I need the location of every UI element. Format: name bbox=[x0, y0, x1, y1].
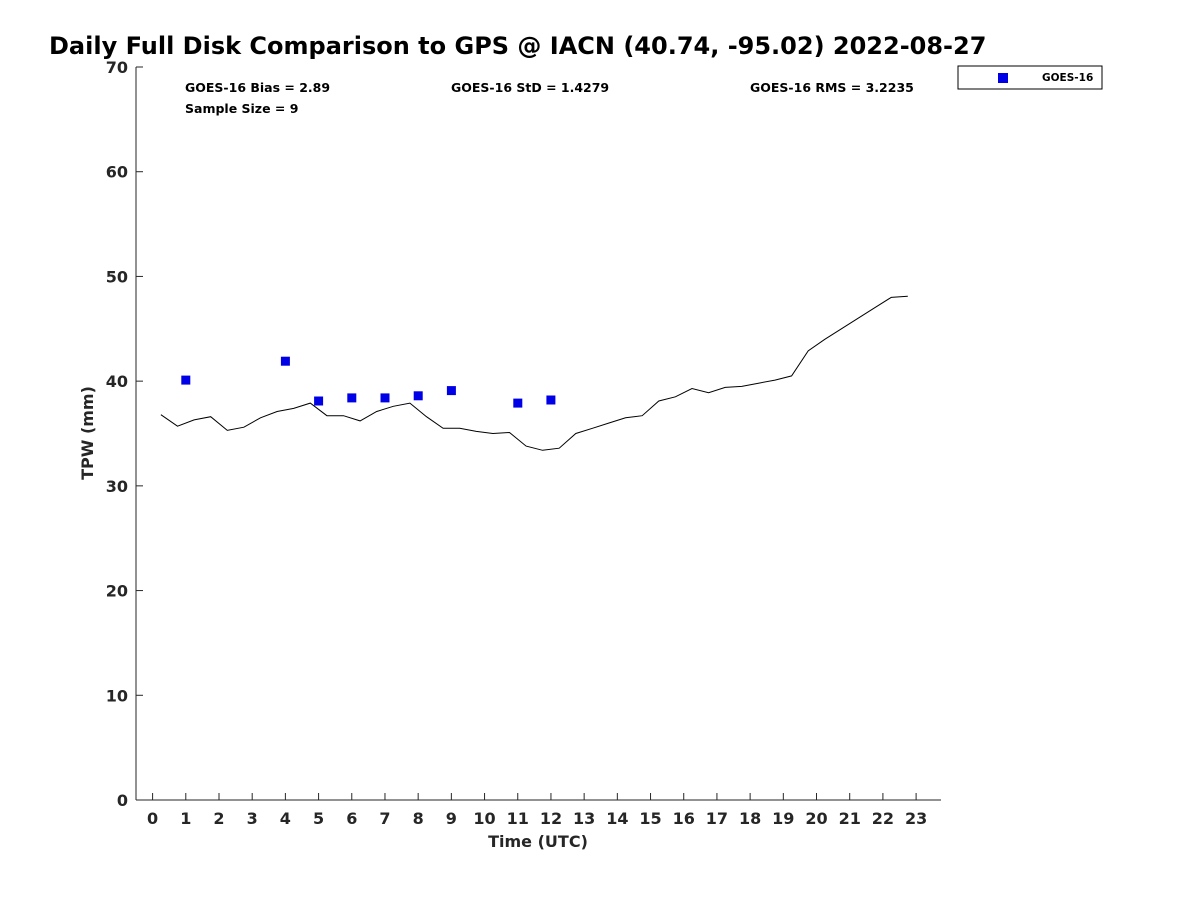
goes-16-point bbox=[347, 393, 357, 403]
x-tick-label: 19 bbox=[772, 809, 794, 828]
y-tick-label: 30 bbox=[106, 477, 128, 496]
y-axis-label: TPW (mm) bbox=[78, 386, 97, 480]
x-tick-label: 21 bbox=[839, 809, 861, 828]
x-tick-label: 13 bbox=[573, 809, 595, 828]
y-tick-label: 10 bbox=[106, 686, 128, 705]
plot-area bbox=[160, 295, 908, 451]
goes-16-point bbox=[446, 386, 456, 396]
x-tick-label: 14 bbox=[606, 809, 628, 828]
rms-stat: GOES-16 RMS = 3.2235 bbox=[750, 80, 914, 95]
x-tick-label: 2 bbox=[213, 809, 224, 828]
y-tick-label: 20 bbox=[106, 582, 128, 601]
x-tick-label: 20 bbox=[805, 809, 827, 828]
x-axis-label: Time (UTC) bbox=[488, 832, 588, 851]
x-tick-label: 16 bbox=[673, 809, 695, 828]
legend: GOES-16 bbox=[957, 65, 1103, 90]
bias-stat: GOES-16 Bias = 2.89 bbox=[185, 80, 330, 95]
x-tick-label: 1 bbox=[180, 809, 191, 828]
std-stat: GOES-16 StD = 1.4279 bbox=[451, 80, 609, 95]
x-tick-label: 10 bbox=[473, 809, 495, 828]
x-tick-label: 23 bbox=[905, 809, 927, 828]
x-tick-label: 9 bbox=[446, 809, 457, 828]
goes-16-point bbox=[181, 375, 191, 385]
goes-16-points bbox=[181, 356, 556, 408]
goes-16-point bbox=[280, 356, 290, 366]
legend-marker-goes-16 bbox=[998, 73, 1008, 83]
y-tick-label: 60 bbox=[106, 163, 128, 182]
x-ticks: 0 1 2 3 4 5 6 7 8 9 10 11 12 13 14 15 16 17 18 19 20 21 22 23 bbox=[147, 793, 927, 828]
legend-box bbox=[957, 65, 1103, 90]
y-tick-label: 40 bbox=[106, 372, 128, 391]
x-tick-label: 12 bbox=[540, 809, 562, 828]
goes-16-point bbox=[546, 395, 556, 405]
x-tick-label: 15 bbox=[639, 809, 661, 828]
gps-reference-line bbox=[160, 295, 908, 451]
x-tick-label: 0 bbox=[147, 809, 158, 828]
x-tick-label: 3 bbox=[247, 809, 258, 828]
y-tick-label: 0 bbox=[117, 791, 128, 810]
y-ticks: 0 10 20 30 40 50 60 70 bbox=[106, 58, 143, 810]
x-tick-label: 7 bbox=[379, 809, 390, 828]
goes-16-point bbox=[413, 391, 423, 401]
sample-size-stat: Sample Size = 9 bbox=[185, 101, 298, 116]
x-tick-label: 8 bbox=[413, 809, 424, 828]
x-tick-label: 5 bbox=[313, 809, 324, 828]
goes-16-point bbox=[380, 393, 390, 403]
x-tick-label: 6 bbox=[346, 809, 357, 828]
x-tick-label: 22 bbox=[872, 809, 894, 828]
y-tick-label: 70 bbox=[106, 58, 128, 77]
goes-16-point bbox=[513, 398, 523, 408]
goes-16-point bbox=[314, 396, 324, 406]
chart-title: Daily Full Disk Comparison to GPS @ IACN… bbox=[49, 32, 986, 60]
x-tick-label: 17 bbox=[706, 809, 728, 828]
x-tick-label: 11 bbox=[507, 809, 529, 828]
y-tick-label: 50 bbox=[106, 267, 128, 286]
x-tick-label: 4 bbox=[280, 809, 291, 828]
axes bbox=[135, 67, 941, 801]
x-tick-label: 18 bbox=[739, 809, 761, 828]
legend-label-goes-16: GOES-16 bbox=[1042, 72, 1093, 84]
